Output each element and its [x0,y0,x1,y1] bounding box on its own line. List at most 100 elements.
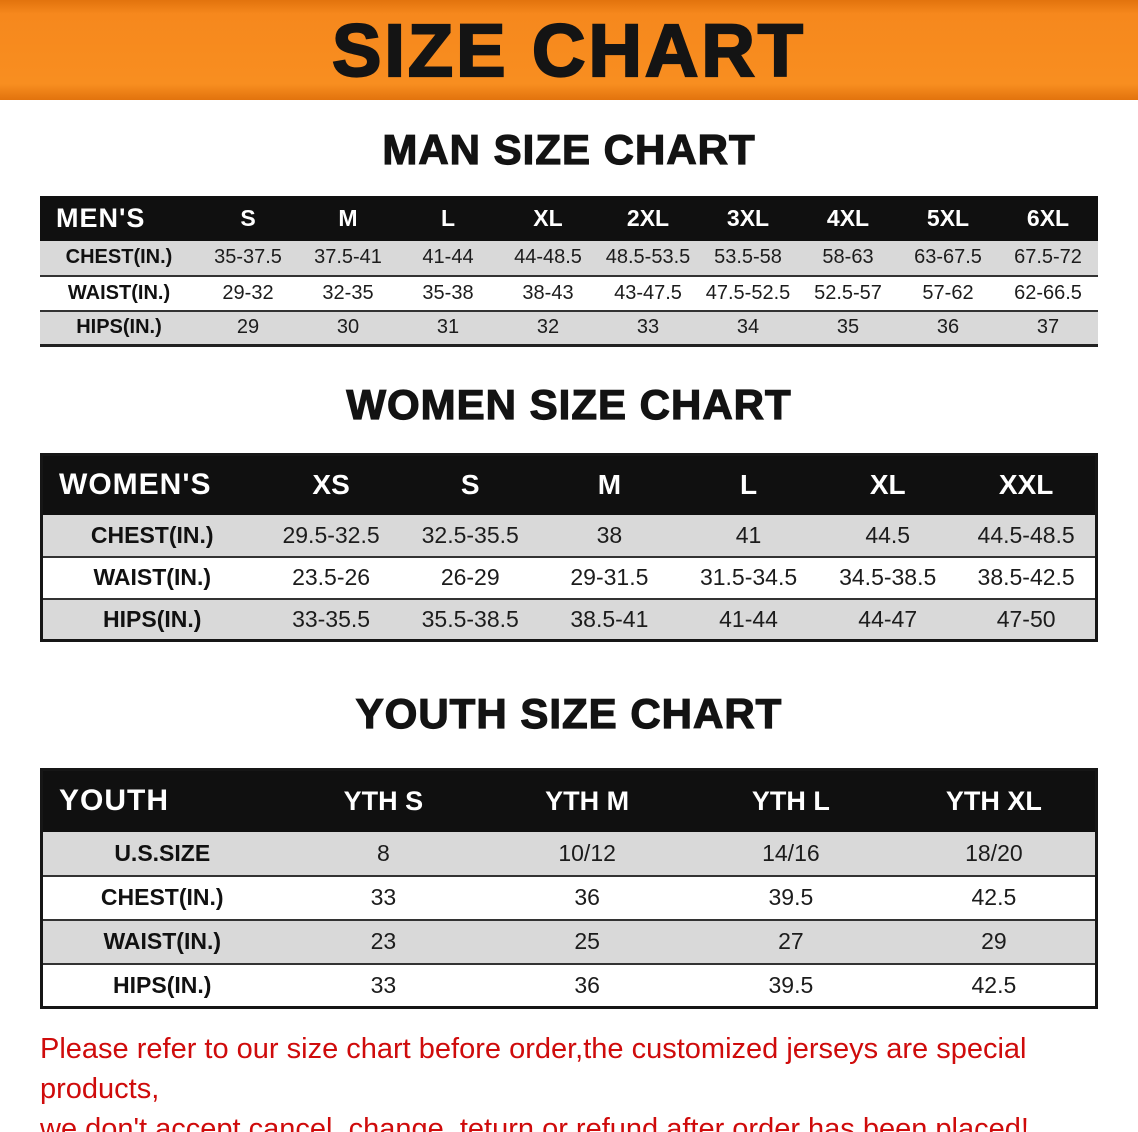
table-cell: 38.5-42.5 [977,564,1075,590]
column-header: M [338,205,358,232]
column-header: XL [533,205,563,232]
corner-label: MEN'S [56,203,146,234]
table-cell: 44.5-48.5 [977,521,1075,548]
header-row: YOUTH YTH S YTH M YTH L YTH XL [41,769,1097,832]
table-row: HIPS(IN.) 33-35.5 35.5-38.5 38.5-41 41-4… [41,598,1097,641]
table-row: WAIST(IN.) 29-32 32-35 35-38 38-43 43-47… [40,276,1098,311]
table-cell: 32-35 [322,281,374,304]
women-chart-heading: WOMEN SIZE CHART [346,380,792,428]
table-cell: 38-43 [522,281,574,304]
column-header: L [739,469,758,501]
table-cell: 29.5-32.5 [282,521,380,548]
column-header: 6XL [1026,205,1070,232]
women-size-table: WOMEN'S XS S M L XL XXL CHEST(IN.) 29.5-… [40,453,1098,642]
table-cell: 35.5-38.5 [421,605,519,632]
table-cell: 35-38 [422,281,474,304]
table-cell: 38 [596,521,623,548]
table-cell: 44-47 [858,605,918,632]
table-cell: 33 [370,971,397,998]
table-cell: 47.5-52.5 [705,281,791,304]
table-cell: 29-32 [222,281,274,304]
table-cell: 58-63 [822,246,874,268]
table-cell: 38.5-41 [570,605,649,632]
table-cell: 37.5-41 [314,246,382,268]
table-cell: 10/12 [558,839,616,866]
table-cell: 23 [370,928,397,954]
page-title: SIZE CHART [331,7,806,92]
row-label: WAIST(IN.) [103,928,222,954]
table-cell: 43-47.5 [614,281,682,304]
footnote-line-1: Please refer to our size chart before or… [40,1033,1027,1106]
column-header: M [597,469,622,501]
table-row: CHEST(IN.) 35-37.5 37.5-41 41-44 44-48.5… [40,240,1098,276]
footnote-line-2: we don't accept cancel, change, teturn o… [40,1113,1029,1132]
table-cell: 30 [336,316,360,339]
table-cell: 31 [436,316,460,339]
table-cell: 29-31.5 [570,564,649,590]
table-cell: 36 [574,884,600,910]
column-header: 3XL [726,205,770,232]
column-header: XXL [998,469,1054,501]
table-cell: 23.5-26 [292,564,371,590]
table-cell: 35-37.5 [214,246,282,268]
column-header: YTH S [343,785,424,816]
table-cell: 31.5-34.5 [699,564,798,590]
row-label: WAIST(IN.) [93,564,212,590]
column-header: 4XL [826,205,870,232]
table-cell: 33 [636,316,660,339]
row-label: CHEST(IN.) [65,246,173,268]
table-cell: 44.5 [865,521,911,548]
table-cell: 35 [836,316,860,339]
column-header: YTH L [751,785,830,816]
table-row: WAIST(IN.) 23.5-26 26-29 29-31.5 31.5-34… [41,557,1097,599]
men-size-table: MEN'S S M L XL 2XL 3XL 4XL 5XL 6XL CHEST… [40,196,1098,347]
table-cell: 27 [778,928,804,954]
table-cell: 67.5-72 [1014,246,1082,268]
row-label: CHEST(IN.) [100,884,224,910]
column-header: L [440,205,456,232]
table-cell: 33 [370,884,397,910]
table-cell: 41 [735,521,762,548]
column-header: XS [312,469,350,501]
table-cell: 33-35.5 [292,605,371,632]
table-cell: 42.5 [971,884,1017,910]
table-cell: 47-50 [996,605,1056,632]
table-cell: 34 [736,316,760,339]
header-row: MEN'S S M L XL 2XL 3XL 4XL 5XL 6XL [40,196,1098,241]
youth-size-chart-section: YOUTH SIZE CHART YOUTH YTH S YTH M YTH L… [0,689,1138,1009]
column-header: 5XL [926,205,970,232]
header-row: WOMEN'S XS S M L XL XXL [41,454,1097,515]
table-cell: 42.5 [971,971,1017,998]
women-size-chart-section: WOMEN SIZE CHART WOMEN'S XS S M L XL XXL… [0,380,1138,642]
men-chart-heading: MAN SIZE CHART [382,125,756,173]
table-cell: 44-48.5 [514,246,582,268]
table-cell: 29 [236,316,260,339]
table-cell: 37 [1036,316,1060,339]
table-cell: 34.5-38.5 [839,564,937,590]
table-cell: 41-44 [422,246,474,268]
column-header: YTH M [545,785,630,816]
row-label: HIPS(IN.) [76,316,162,339]
table-row: CHEST(IN.) 33 36 39.5 42.5 [41,876,1097,920]
table-cell: 53.5-58 [714,246,782,268]
table-cell: 32 [536,316,560,339]
row-label: HIPS(IN.) [113,971,212,998]
footnote: Please refer to our size chart before or… [40,1029,1102,1132]
youth-chart-heading: YOUTH SIZE CHART [355,689,783,737]
table-row: HIPS(IN.) 29 30 31 32 33 34 35 36 37 [40,310,1098,346]
banner: SIZE CHART [0,0,1138,100]
table-cell: 39.5 [768,884,814,910]
table-row: CHEST(IN.) 29.5-32.5 32.5-35.5 38 41 44.… [41,514,1097,557]
men-size-chart-section: MAN SIZE CHART MEN'S S M L XL 2XL 3XL 4X… [0,125,1138,347]
table-cell: 52.5-57 [814,281,882,304]
table-row: U.S.SIZE 8 10/12 14/16 18/20 [41,831,1097,876]
table-cell: 36 [574,971,600,998]
row-label: HIPS(IN.) [103,605,202,632]
corner-label: YOUTH [59,784,169,818]
column-header: 2XL [626,205,670,232]
corner-label: WOMEN'S [59,468,212,502]
table-cell: 36 [936,316,960,339]
table-cell: 18/20 [965,839,1023,866]
row-label: CHEST(IN.) [90,521,214,548]
